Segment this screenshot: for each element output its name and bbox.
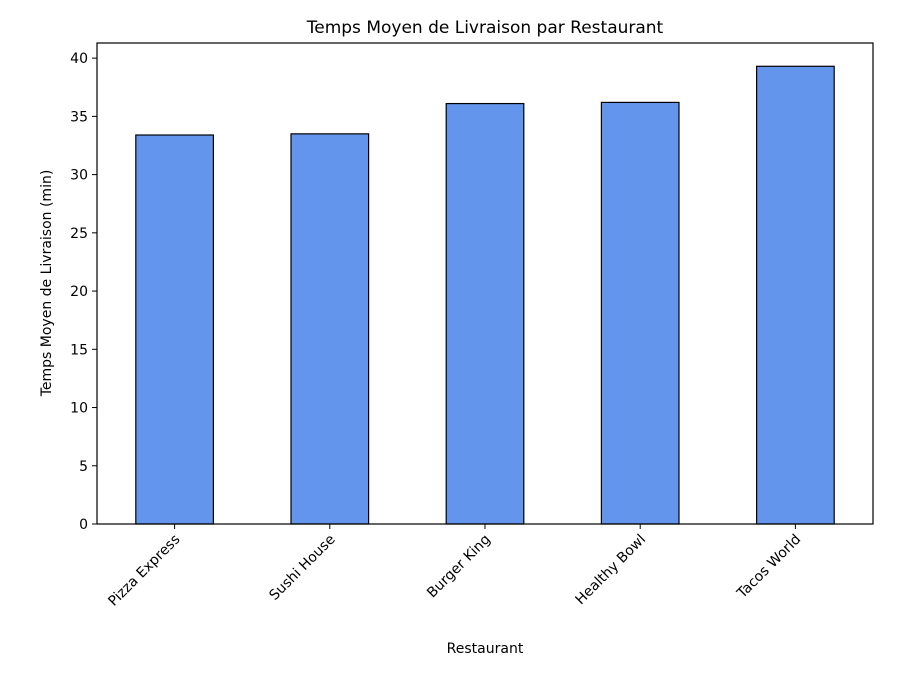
plot-frame xyxy=(96,42,874,525)
bar-1 xyxy=(290,133,370,525)
y-tick-label: 5 xyxy=(79,459,88,475)
x-axis-ticks: Pizza Express Sushi House Burger King Healt… xyxy=(105,524,804,610)
y-tick-label: 35 xyxy=(70,109,88,125)
x-axis-label: Restaurant xyxy=(447,641,524,657)
x-tick-label: Sushi House xyxy=(266,532,338,604)
chart-title: Temps Moyen de Livraison par Restaurant xyxy=(306,18,664,38)
y-tick-label: 40 xyxy=(70,51,88,67)
bar-3 xyxy=(600,101,680,525)
y-axis-label: Temps Moyen de Livraison (min) xyxy=(39,170,55,398)
y-tick-label: 0 xyxy=(79,517,88,533)
bar-4 xyxy=(755,65,835,525)
y-tick-label: 30 xyxy=(70,168,88,184)
bar-0 xyxy=(135,134,215,525)
bars-layer xyxy=(135,65,835,525)
x-tick-label: Burger King xyxy=(424,532,494,602)
y-tick-label: 25 xyxy=(70,226,88,242)
y-tick-label: 10 xyxy=(70,401,88,417)
x-tick-label: Tacos World xyxy=(734,532,805,603)
y-tick-label: 20 xyxy=(70,284,88,300)
y-axis-ticks: 0 5 10 15 20 25 30 35 40 xyxy=(70,51,97,533)
y-tick-label: 15 xyxy=(70,342,88,358)
bar-2 xyxy=(445,102,525,525)
x-tick-label: Healthy Bowl xyxy=(573,532,650,609)
x-tick-label: Pizza Express xyxy=(105,532,183,610)
